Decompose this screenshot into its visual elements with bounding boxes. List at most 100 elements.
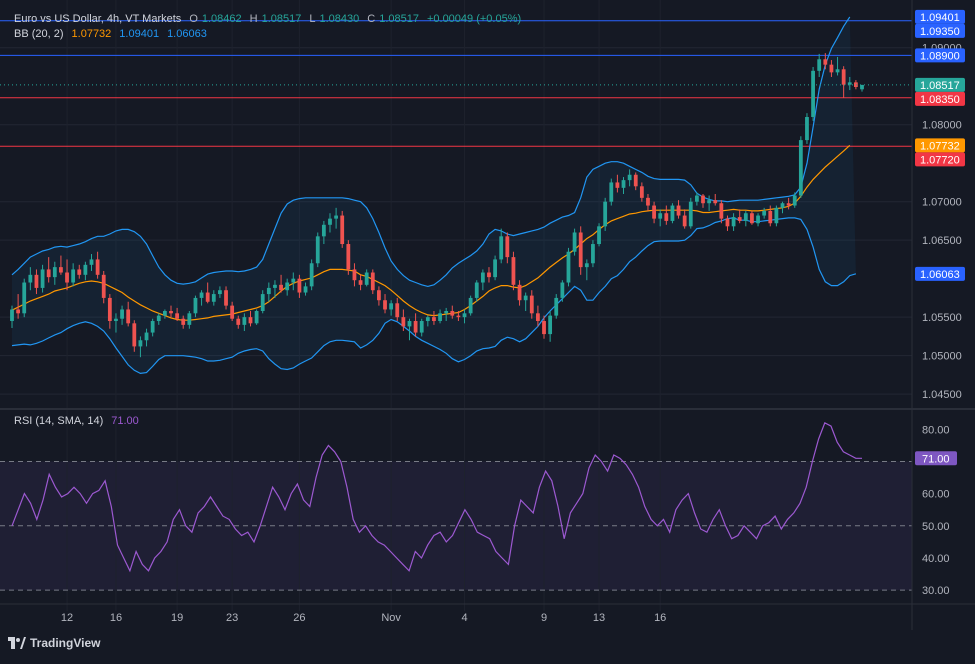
candle — [187, 311, 192, 329]
candle-body — [260, 294, 265, 312]
candle — [346, 240, 351, 275]
candle — [774, 205, 779, 227]
candle — [731, 213, 736, 231]
close-label: C — [367, 13, 376, 25]
candle — [34, 269, 39, 295]
candle — [737, 209, 742, 224]
tradingview-logo[interactable]: TradingView — [8, 636, 100, 650]
pane-separator[interactable] — [0, 0, 975, 630]
candle — [805, 113, 809, 144]
time-axis[interactable]: 12 16 19 23 26 Nov 4 9 13 16 — [61, 612, 666, 624]
price-label-text: 1.08517 — [920, 80, 960, 92]
candle-body — [71, 269, 76, 283]
candle-body — [334, 215, 338, 219]
candle — [511, 251, 516, 291]
candle-body — [328, 218, 332, 225]
candle-body — [303, 286, 308, 293]
candle-body — [175, 313, 180, 319]
candle-body — [169, 311, 173, 314]
bb-legend-name[interactable]: BB (20, 2) — [14, 28, 64, 40]
candle-body — [756, 215, 760, 224]
candle-body — [847, 82, 852, 85]
candle-body — [566, 251, 571, 283]
candle — [603, 197, 608, 231]
candle-body — [77, 269, 82, 275]
candle-body — [627, 174, 632, 181]
candle — [780, 201, 785, 214]
price-label: 1.08900 — [915, 48, 965, 63]
candle-body — [383, 300, 387, 310]
candle-body — [364, 272, 369, 285]
candle-body — [737, 217, 742, 221]
price-label-box — [915, 77, 965, 92]
candle-body — [236, 318, 241, 325]
candle — [52, 261, 57, 285]
candle — [432, 311, 436, 325]
candle — [468, 295, 473, 316]
candle — [627, 169, 632, 187]
candle-body — [676, 205, 681, 216]
time-tick-label: 16 — [654, 612, 666, 624]
candle — [597, 223, 601, 247]
candle-body — [523, 295, 528, 301]
candle-body — [413, 321, 418, 333]
candle-body — [542, 321, 546, 335]
time-tick-label: 9 — [541, 612, 547, 624]
candle-body — [132, 323, 137, 347]
rsi-tick-label: 50.00 — [922, 521, 950, 533]
candle-body — [193, 297, 198, 314]
candle — [591, 240, 595, 268]
candle-body — [352, 269, 357, 281]
candle-body — [817, 59, 822, 71]
candle — [633, 172, 638, 191]
candle — [639, 182, 644, 202]
candle-body — [670, 205, 675, 221]
candle — [768, 205, 773, 227]
candle-body — [52, 267, 57, 278]
tradingview-logo-icon — [8, 637, 26, 649]
bollinger-fill — [12, 16, 856, 374]
candle-body — [126, 309, 131, 324]
candle — [578, 226, 583, 275]
rsi-axis[interactable]: 80.00 60.00 50.00 40.00 30.00 — [922, 424, 950, 597]
candle — [425, 315, 430, 327]
rsi-legend[interactable]: RSI (14, SMA, 14) 71.00 — [14, 415, 139, 427]
candle — [107, 294, 112, 329]
candle-body — [591, 244, 595, 264]
candle-body — [120, 309, 124, 319]
candle-body — [688, 201, 693, 227]
price-label-box — [915, 91, 965, 106]
tradingview-brand: TradingView — [30, 636, 101, 650]
candle-body — [603, 201, 608, 227]
candle-body — [432, 317, 436, 322]
candle-body — [529, 295, 534, 314]
candle-body — [548, 315, 553, 335]
candle — [407, 318, 412, 341]
candle-body — [297, 278, 302, 293]
candle — [22, 278, 27, 318]
bb-legend[interactable]: BB (20, 2) 1.07732 1.09401 1.06063 — [14, 28, 207, 40]
symbol-title[interactable]: Euro vs US Dollar, 4h, VT Markets — [14, 13, 182, 25]
candle-body — [279, 284, 283, 291]
candle — [10, 305, 14, 328]
rsi-tick-label: 40.00 — [922, 553, 950, 565]
candles — [10, 53, 864, 358]
candle-body — [578, 232, 583, 268]
candle-body — [346, 244, 351, 270]
candle — [713, 193, 718, 206]
rsi-legend-name[interactable]: RSI (14, SMA, 14) — [14, 415, 104, 427]
candle-body — [474, 282, 479, 298]
candle — [389, 300, 394, 316]
close-value: 1.08517 — [379, 13, 419, 25]
candle-body — [554, 297, 559, 316]
candle — [59, 255, 63, 275]
candle — [853, 80, 858, 90]
candle — [621, 177, 626, 194]
symbol-legend[interactable]: Euro vs US Dollar, 4h, VT Markets O 1.084… — [14, 13, 521, 25]
candle — [707, 195, 712, 211]
candle-body — [841, 69, 846, 85]
candle-body — [597, 226, 601, 245]
candle — [676, 200, 681, 219]
